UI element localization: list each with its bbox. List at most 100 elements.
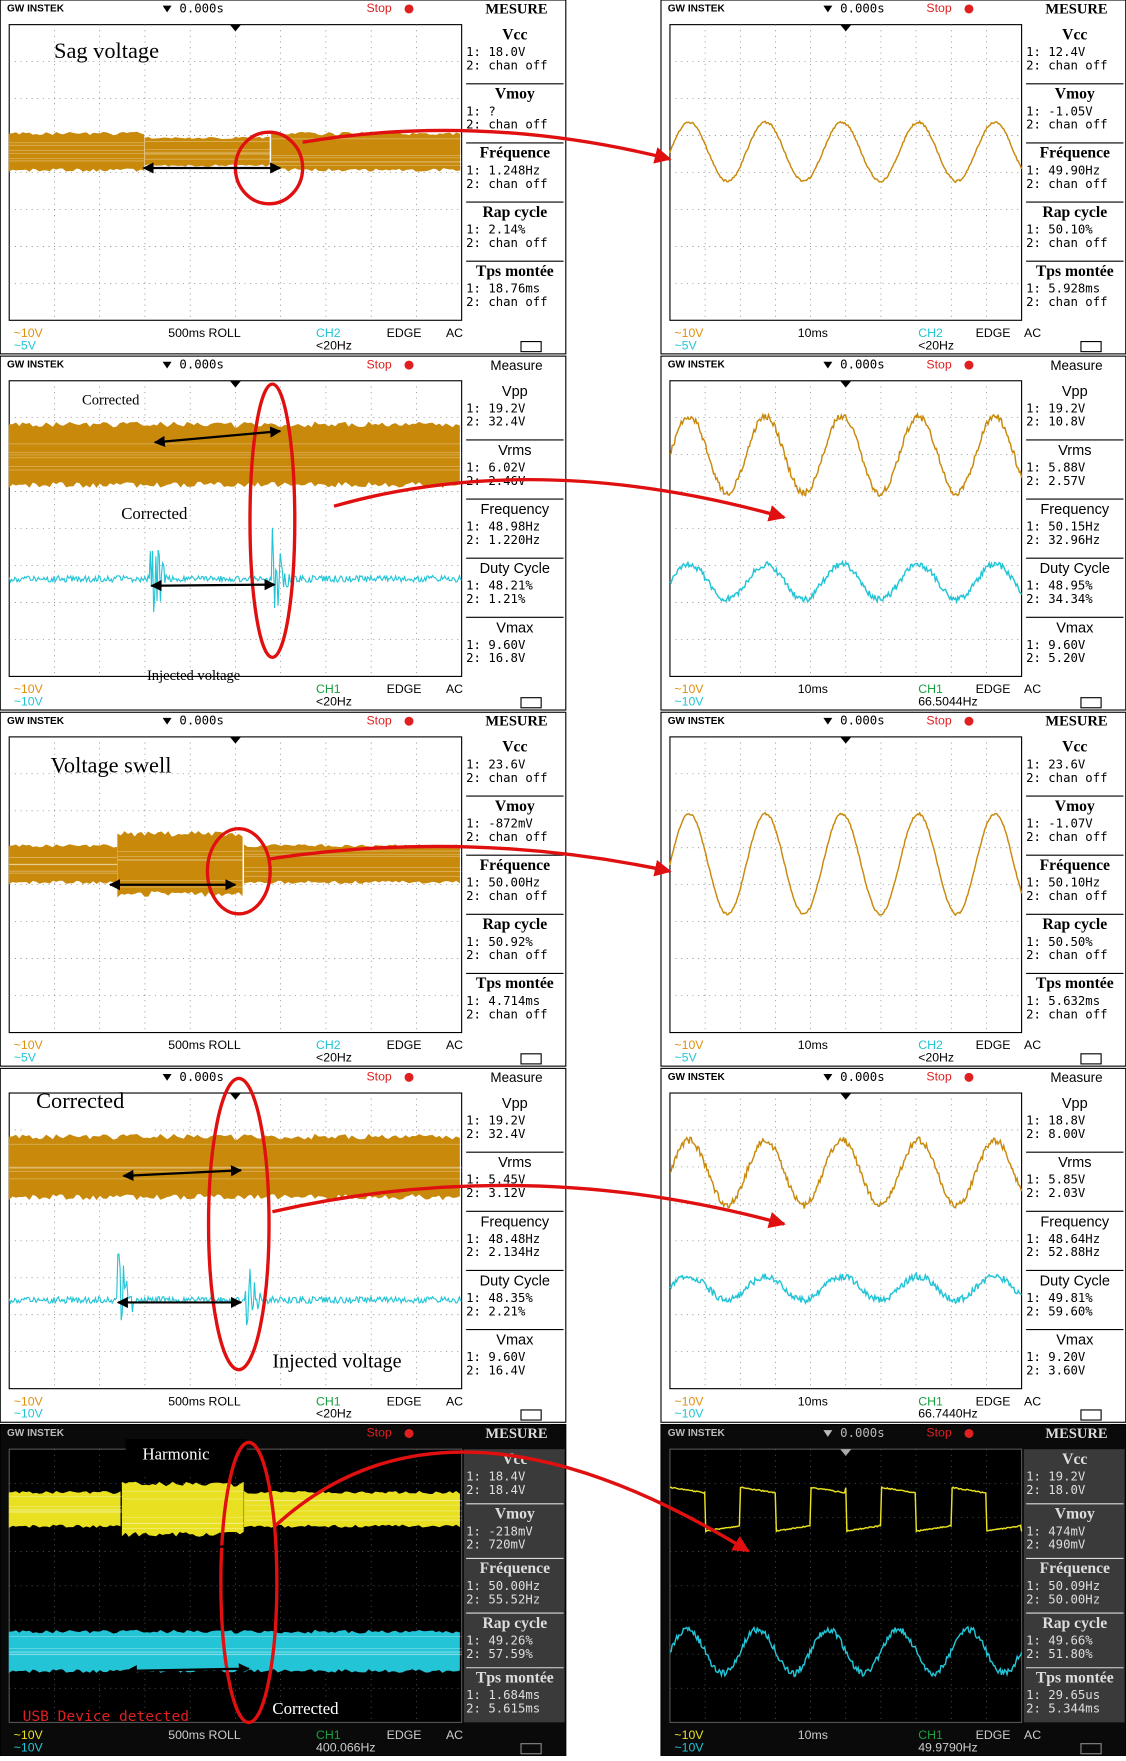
scope-panel: GW INSTEK0.000sStopMESUREVcc1: 19.2V2: 1… <box>661 1425 1126 1756</box>
footer-text: EDGE <box>387 1038 422 1052</box>
measure-label: Rap cycle <box>1042 204 1107 221</box>
measure-value: 1: 48.64Hz <box>1026 1232 1100 1246</box>
measure-value: 1: 9.20V <box>1026 1350 1086 1364</box>
measure-value: 2: 32.96Hz <box>1026 533 1100 547</box>
measure-value: 2: chan off <box>1026 889 1107 903</box>
brand: GW INSTEK <box>7 1428 65 1439</box>
measure-label: Rap cycle <box>482 916 547 933</box>
measure-value: 1: 18.76ms <box>466 282 540 296</box>
measure-label: Duty Cycle <box>1040 561 1110 577</box>
measure-value: 1: 50.00Hz <box>466 876 540 890</box>
measure-label: Vpp <box>502 384 528 400</box>
footer-text: ~5V <box>674 1051 697 1065</box>
measure-value: 1: 19.2V <box>466 401 526 415</box>
measure-value: 1: 50.92% <box>466 935 533 949</box>
footer-text: 500ms ROLL <box>168 1038 241 1052</box>
measure-value: 1: 19.2V <box>1026 1470 1086 1484</box>
footer-text: 10ms <box>798 682 828 696</box>
measure-value: 2: 16.8V <box>466 651 526 665</box>
stop-icon <box>964 1073 973 1082</box>
scope-panel: GW INSTEK0.000sStopMESUREVcc1: 12.4V2: c… <box>661 0 1126 354</box>
measure-value: 1: 50.10Hz <box>1026 876 1100 890</box>
footer-text: AC <box>446 682 463 696</box>
measure-value: 1: 23.6V <box>466 757 526 771</box>
measure-value: 1: 48.21% <box>466 579 533 593</box>
measure-value: 2: chan off <box>466 889 547 903</box>
measure-value: 2: 18.4V <box>466 1483 526 1497</box>
brand: GW INSTEK <box>668 1072 726 1083</box>
footer-text: AC <box>446 326 463 340</box>
signal-band <box>9 132 143 171</box>
footer-text: 10ms <box>798 1728 828 1742</box>
measure-value: 2: 3.12V <box>466 1186 526 1200</box>
measure-value: 1: 5.88V <box>1026 460 1086 474</box>
measure-value: 1: 5.85V <box>1026 1173 1086 1187</box>
measure-value: 1: -872mV <box>466 817 533 831</box>
footer-text: ~5V <box>14 1051 37 1065</box>
footer-text: 10ms <box>798 1038 828 1052</box>
footer-text: <20Hz <box>316 1407 352 1421</box>
measure-value: 1: 1.684ms <box>466 1688 540 1702</box>
measure-label: Vcc <box>1062 1451 1087 1468</box>
footer-text: 500ms ROLL <box>168 326 241 340</box>
time-offset: 0.000s <box>179 714 223 728</box>
footer-text: ~10V <box>14 1740 44 1754</box>
brand: GW INSTEK <box>668 1428 726 1439</box>
measure-title: MESURE <box>1045 714 1107 730</box>
measure-value: 2: 2.03V <box>1026 1186 1086 1200</box>
measure-label: Vmax <box>496 620 534 636</box>
measure-value: 1: 29.65us <box>1026 1688 1100 1702</box>
run-status: Stop <box>366 713 391 727</box>
measure-label: Frequency <box>1040 502 1109 518</box>
measure-value: 1: 9.60V <box>466 1350 526 1364</box>
footer-text: 10ms <box>798 1394 828 1408</box>
measure-value: 1: 9.60V <box>466 638 526 652</box>
time-offset: 0.000s <box>179 1070 223 1084</box>
footer-text: 10ms <box>798 326 828 340</box>
measure-value: 2: chan off <box>1026 295 1107 309</box>
measure-label: Rap cycle <box>1042 1615 1107 1632</box>
time-offset: 0.000s <box>179 1 223 15</box>
measure-label: Fréquence <box>480 145 550 162</box>
measure-label: Vcc <box>502 26 527 43</box>
measure-label: Duty Cycle <box>480 1273 550 1289</box>
run-status: Stop <box>366 1070 391 1084</box>
measure-value: 2: 1.220Hz <box>466 533 540 547</box>
measure-value: 2: 5.20V <box>1026 651 1086 665</box>
measure-value: 1: 50.00Hz <box>466 1579 540 1593</box>
measure-title: MESURE <box>485 714 547 730</box>
measure-value: 1: -1.05V <box>1026 104 1093 118</box>
measure-value: 1: 18.8V <box>1026 1114 1086 1128</box>
measure-label: Rap cycle <box>482 204 547 221</box>
measure-value: 2: 8.00V <box>1026 1127 1086 1141</box>
stop-icon <box>964 4 973 13</box>
scope-panel: GW INSTEK0.000sStopMESUREVcc1: 23.6V2: c… <box>661 712 1126 1066</box>
measure-value: 1: 50.15Hz <box>1026 520 1100 534</box>
measure-value: 1: 6.02V <box>466 460 526 474</box>
measure-value: 2: 2.57V <box>1026 474 1086 488</box>
measure-value: 1: 18.0V <box>466 45 526 59</box>
run-status: Stop <box>366 1426 391 1440</box>
footer-text: ~10V <box>14 1407 44 1421</box>
signal-band <box>244 1491 459 1527</box>
measure-label: Vmoy <box>1055 798 1095 815</box>
measure-title: MESURE <box>1045 1 1107 17</box>
run-status: Stop <box>926 1070 951 1084</box>
measure-value: 1: 474mV <box>1026 1524 1086 1538</box>
measure-label: Rap cycle <box>482 1615 547 1632</box>
footer-text: ~10V <box>674 694 704 708</box>
measure-label: Vcc <box>1062 26 1087 43</box>
measure-value: 1: 9.60V <box>1026 638 1086 652</box>
measure-value: 2: chan off <box>466 771 547 785</box>
measure-value: 2: chan off <box>1026 59 1107 73</box>
brand: GW INSTEK <box>7 360 65 371</box>
measure-value: 1: 1.248Hz <box>466 163 540 177</box>
measure-value: 1: 23.6V <box>1026 757 1086 771</box>
measure-value: 1: 48.95% <box>1026 579 1093 593</box>
time-offset: 0.000s <box>840 714 884 728</box>
measure-label: Tps montée <box>476 975 554 992</box>
measure-value: 1: 2.14% <box>466 223 526 237</box>
measure-label: Frequency <box>480 502 549 518</box>
page: {"panels": [ {"header": {"brand": "GW IN… <box>0 0 1126 1761</box>
footer-text: EDGE <box>976 1394 1011 1408</box>
